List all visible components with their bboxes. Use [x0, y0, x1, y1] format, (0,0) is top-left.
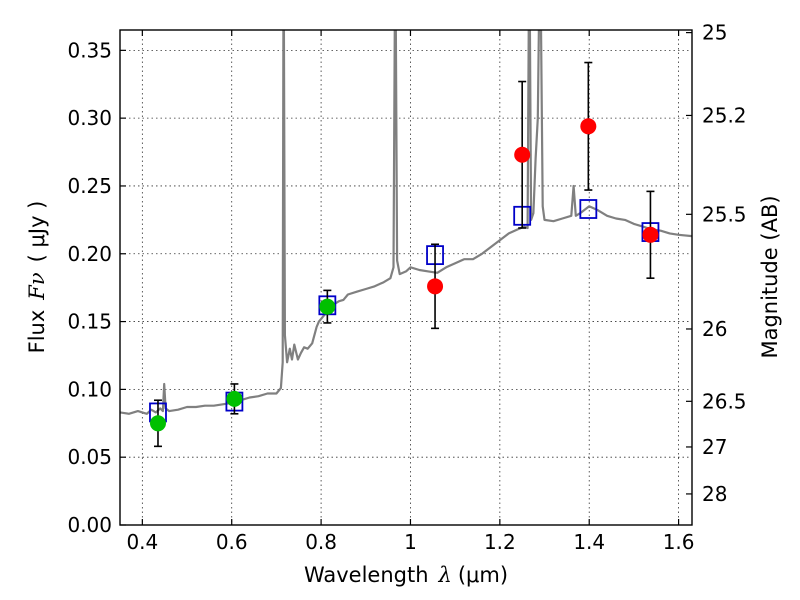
x-tick-label: 1.4 [573, 530, 605, 554]
plot-frame [119, 29, 693, 526]
right-tick-label: 25 [702, 21, 727, 45]
right-tick-label: 25.2 [702, 103, 747, 127]
x-tick-label: 0.8 [305, 530, 337, 554]
y-tick-label: 0.15 [67, 310, 112, 334]
x-tick-label: 1 [404, 530, 417, 554]
optical-point [149, 415, 166, 432]
y-tick-label: 0.20 [67, 242, 112, 266]
spectrum-line [120, 30, 692, 415]
y-tick-label: 0.10 [67, 377, 112, 401]
y-tick-label: 0.30 [67, 106, 112, 130]
y-tick-label: 0.25 [67, 174, 112, 198]
y-tick-label: 0.35 [67, 38, 112, 62]
x-tick-label: 1.2 [484, 530, 516, 554]
grid [120, 30, 692, 526]
x-tick-label: 1.6 [663, 530, 695, 554]
nir-point [580, 118, 597, 135]
right-axis-title: Magnitude (AB) [758, 195, 782, 358]
y-axis-title: FluxFν( μJy ) [25, 201, 49, 354]
y-tick-label: 0.00 [67, 513, 112, 537]
right-tick-label: 27 [702, 435, 727, 459]
plot-area [120, 30, 692, 448]
right-tick-label: 28 [702, 482, 727, 506]
optical-point [319, 298, 336, 315]
right-tick-label: 26 [702, 317, 727, 341]
axis-ticks: 0.4 0.6 0.8 1 1.2 1.4 1.6 0.00 0.05 0.10 0.15 0.20 0… [67, 21, 746, 554]
x-tick-label: 0.6 [216, 530, 248, 554]
nir-point [427, 278, 444, 295]
nir-point [514, 146, 531, 163]
model-point [579, 199, 598, 219]
right-tick-label: 26.5 [702, 389, 747, 413]
nir-point [642, 226, 659, 243]
optical-point [226, 390, 243, 407]
x-axis-title: Wavelength λ (μm) [304, 563, 508, 587]
y-tick-label: 0.05 [67, 445, 112, 469]
x-tick-label: 0.4 [126, 530, 158, 554]
right-tick-label: 25.5 [702, 202, 747, 226]
